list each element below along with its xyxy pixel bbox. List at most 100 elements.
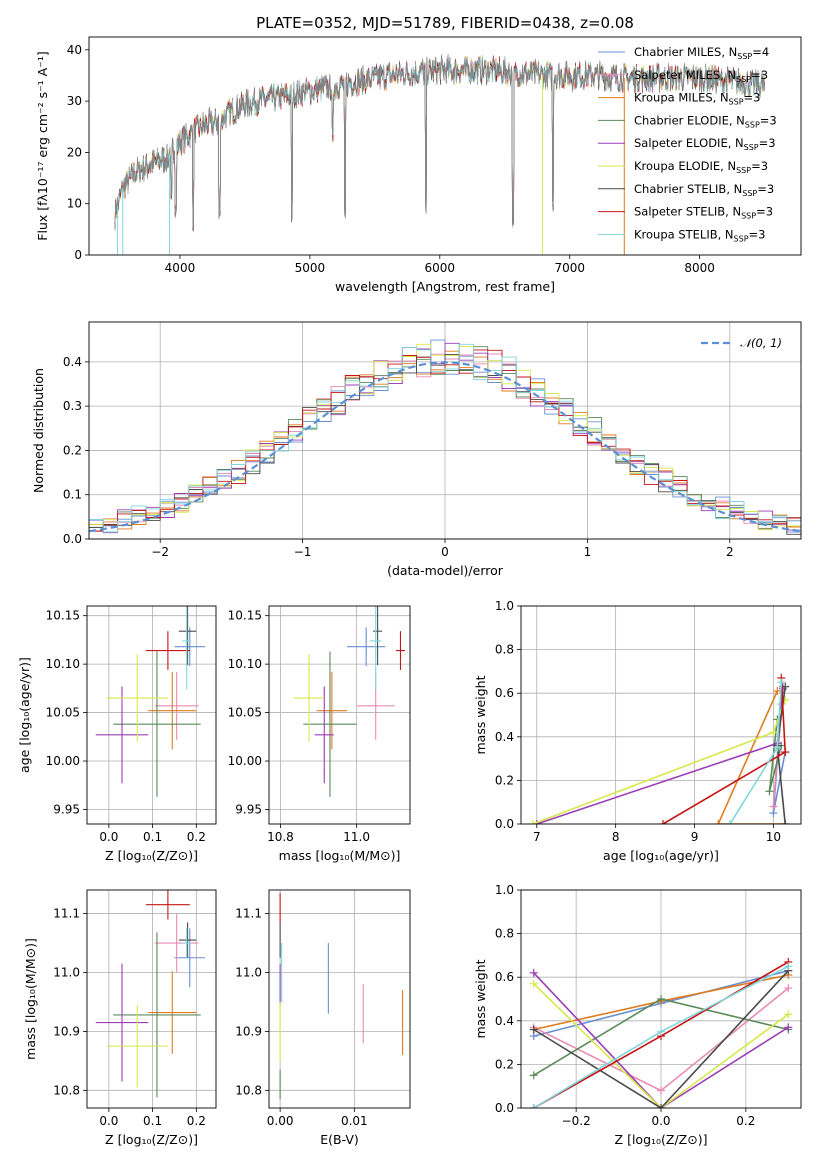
weight-marker (769, 802, 778, 811)
legend-entry: Kroupa MILES, NSSP=3 (634, 91, 760, 107)
weight-line-kroupa_miles (717, 690, 786, 824)
x-axis-label: Z [log₁₀(Z/Z⊙)] (105, 1132, 198, 1147)
x-tick-label: 6000 (425, 261, 456, 275)
x-axis-label: wavelength [Angstrom, rest frame] (335, 279, 555, 294)
x-tick-label: 8 (612, 830, 620, 844)
y-tick-label: 10.15 (228, 609, 262, 623)
x-tick-label: 5000 (295, 261, 326, 275)
y-tick-label: 10 (67, 197, 82, 211)
weight-marker (657, 1027, 665, 1036)
error-bar-salpeter_elodie (95, 686, 149, 784)
x-tick-label: 0.1 (143, 830, 162, 844)
y-tick-label: 10.15 (46, 609, 80, 623)
axes-frame (88, 36, 802, 256)
x-tick-label: 10 (766, 830, 781, 844)
x-tick-label: 0.1 (143, 1114, 162, 1128)
y-tick-label: 10.10 (228, 657, 262, 671)
error-bar-salpeter_elodie (95, 963, 149, 1082)
error-bar-kroupa_miles (148, 671, 197, 750)
weight-marker (784, 962, 793, 971)
weight-marker (714, 820, 723, 824)
y-tick-label: 9.95 (235, 802, 262, 816)
error-bar-kroupa_elodie (106, 654, 168, 742)
y-axis-label: Flux [fλ10⁻¹⁷ erg cm⁻² s⁻¹ A⁻¹] (35, 51, 50, 240)
weight-marker (657, 995, 665, 1003)
x-tick-label: 7000 (554, 261, 585, 275)
weight-marker (532, 820, 541, 824)
weight-marker (781, 820, 790, 824)
axes-frame (86, 889, 217, 1109)
error-bar-kroupa_stelib (182, 928, 192, 958)
y-tick-label: 0.2 (495, 1057, 514, 1071)
weight-marker (773, 743, 782, 752)
y-tick-label: 0.3 (63, 399, 82, 413)
mass_vs_Z-panel: 0.0 0.1 0.2 10.8 10.9 11.0 11.1 Z [log₁₀(Z/Z⊙)]… (23, 889, 217, 1147)
weight_vs_Z-panel: −0.2 0.0 0.2 0.0 0.2 0.4 0.6 0.8 1.0 Z [log₁₀(Z/Z… (473, 883, 802, 1147)
weight-lines (528, 673, 790, 824)
weight-line-salpeter_elodie (536, 688, 784, 824)
y-tick-label: 10.05 (228, 706, 262, 720)
y-tick-label: 10.9 (53, 1024, 80, 1038)
x-axis-label: E(B-V) (320, 1132, 359, 1147)
weight-marker (769, 728, 778, 737)
legend-entry: Chabrier STELIB, NSSP=3 (634, 182, 774, 198)
legend-entry-normal: 𝒩(0, 1) (740, 336, 782, 350)
error-bar-chabrier_elodie (303, 651, 357, 797)
spectrum-lines (114, 53, 765, 255)
error-bar-chabrier_elodie (113, 932, 201, 1098)
weight-line-chabrier_stelib (533, 970, 789, 1108)
mass_vs_ebv-panel: 0.00 0.01 10.8 10.9 11.0 11.1 E(B-V) (235, 889, 411, 1147)
error-bar-kroupa_stelib (369, 606, 382, 690)
y-tick-label: 10.05 (46, 706, 80, 720)
residuals-panel: −2 −1 0 1 2 0.0 0.1 0.2 0.3 0.4 (data-model)/error… (31, 321, 802, 578)
error-bar-chabrier_stelib (178, 922, 197, 958)
x-tick-label: 0.2 (187, 1114, 206, 1128)
error-bars (95, 890, 206, 1098)
weight-marker (529, 1104, 538, 1108)
age_vs_Z-panel: 0.0 0.1 0.2 9.95 10.00 10.05 10.10 10.15 Z [log₁… (17, 605, 217, 863)
y-tick-label: 0.4 (63, 355, 82, 369)
weight-marker (657, 1086, 665, 1095)
legend-entry: Chabrier ELODIE, NSSP=3 (634, 113, 777, 129)
y-tick-label: 9.95 (53, 802, 80, 816)
x-tick-label: 0.2 (736, 1114, 755, 1128)
error-bar-salpeter_miles (154, 671, 199, 740)
weight-marker (657, 1104, 665, 1108)
y-tick-label: 0.0 (495, 817, 514, 831)
y-tick-label: 11.0 (235, 965, 262, 979)
weight-marker (658, 820, 667, 824)
y-axis-label: mass [log₁₀(M/M⊙)] (23, 938, 38, 1060)
y-axis-label: mass weight (473, 675, 488, 754)
weight-marker (784, 1010, 793, 1019)
y-tick-label: 0 (74, 248, 82, 262)
y-tick-label: 30 (67, 94, 82, 108)
spectrum-data-line (114, 53, 765, 231)
weight-marker (529, 968, 538, 977)
error-bar-kroupa_stelib (182, 606, 192, 690)
x-axis-label: Z [log₁₀(Z/Z⊙)] (105, 848, 198, 863)
error-bar-kroupa_elodie (106, 1004, 168, 1088)
error-bar-salpeter_stelib (146, 890, 190, 920)
error-bar-chabrier_stelib (373, 606, 383, 666)
y-tick-label: 0.8 (495, 643, 514, 657)
y-tick-label: 10.00 (228, 754, 262, 768)
error-bar-kroupa_miles (316, 671, 348, 750)
error-bar-chabrier_stelib (178, 606, 197, 666)
error-bars (293, 606, 406, 797)
chart-title: PLATE=0352, MJD=51789, FIBERID=0438, z=0… (256, 14, 634, 32)
x-axis-label: age [log₁₀(age/yr)] (603, 848, 719, 863)
axes-frame (520, 889, 802, 1109)
x-tick-label: 0.0 (99, 1114, 118, 1128)
weight-marker (529, 979, 538, 988)
y-tick-label: 0.0 (495, 1101, 514, 1115)
y-tick-label: 0.2 (63, 443, 82, 457)
error-bar-chabrier_miles (174, 627, 206, 667)
weight_vs_age-panel: 7 8 9 10 0.0 0.2 0.4 0.6 0.8 1.0 age [log₁₀(age/yr… (473, 599, 802, 863)
y-tick-label: 0.6 (495, 686, 514, 700)
legend-entry: Chabrier MILES, NSSP=4 (634, 45, 769, 61)
y-tick-label: 0.4 (495, 1014, 514, 1028)
y-tick-label: 0.8 (495, 927, 514, 941)
y-tick-label: 11.1 (53, 907, 80, 921)
y-tick-label: 20 (67, 145, 82, 159)
y-tick-label: 0.4 (495, 730, 514, 744)
